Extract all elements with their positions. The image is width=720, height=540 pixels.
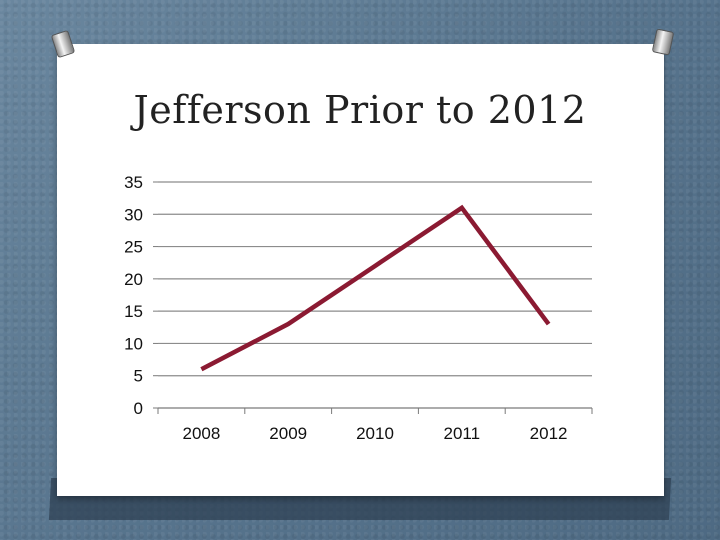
y-tick-label: 5: [134, 367, 143, 386]
y-tick-label: 35: [124, 173, 143, 192]
x-tick-label: 2011: [444, 424, 481, 443]
x-tick-label: 2012: [530, 424, 568, 443]
chart-series: [200, 204, 551, 372]
x-tick-label: 2010: [356, 424, 394, 443]
x-tick-label: 2008: [182, 424, 220, 443]
y-axis-ticks: 0 5 10 15 20 25 30 35: [124, 173, 143, 418]
y-tick-label: 20: [124, 270, 143, 289]
y-tick-label: 10: [124, 334, 143, 353]
x-tick-label: 2009: [269, 424, 307, 443]
y-tick-label: 0: [134, 399, 143, 418]
series-line: [200, 204, 551, 372]
y-tick-label: 25: [124, 238, 143, 257]
x-axis-ticks: 2008 2009 2010 2011 2012: [182, 424, 567, 443]
chart-gridlines: [153, 181, 593, 414]
slide-card: [57, 44, 664, 496]
chart-title: Jefferson Prior to 2012: [133, 88, 587, 132]
y-tick-label: 30: [124, 205, 143, 224]
y-tick-label: 15: [124, 302, 143, 321]
